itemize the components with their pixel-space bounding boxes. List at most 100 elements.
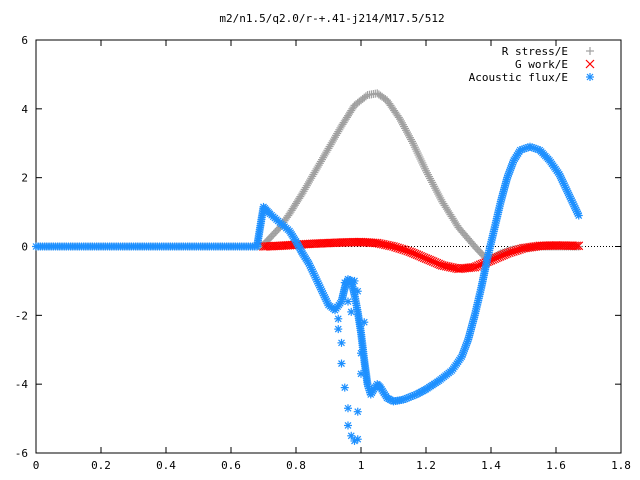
- cross-b: [317, 238, 327, 248]
- cross-b: [414, 251, 424, 260]
- x-tick-label: 0.8: [286, 459, 306, 472]
- cross-b: [309, 239, 319, 249]
- cross-b: [393, 243, 402, 253]
- data-point: [418, 158, 427, 167]
- data-point: [408, 137, 416, 146]
- y-tick-label: 2: [21, 172, 28, 185]
- data-point: [431, 184, 440, 193]
- data-point: [347, 431, 356, 440]
- data-point: [407, 135, 415, 144]
- cross-b: [391, 242, 400, 252]
- star-b: [354, 287, 362, 295]
- cross-b: [417, 252, 427, 262]
- cross-b: [322, 238, 331, 248]
- data-point: [344, 297, 352, 306]
- star-b: [357, 370, 365, 378]
- y-tick-label: -6: [15, 447, 28, 460]
- cross-b: [346, 237, 356, 247]
- data-point: [403, 128, 411, 137]
- cross-b: [541, 241, 551, 251]
- cross-b: [395, 244, 405, 253]
- cross-b: [259, 242, 268, 251]
- data-point: [435, 191, 444, 200]
- star-b: [344, 298, 352, 305]
- cross-b: [423, 254, 433, 264]
- cross-b: [328, 238, 337, 248]
- y-tick-label: -2: [15, 309, 28, 322]
- cross-b: [399, 245, 409, 255]
- data-point: [405, 131, 413, 140]
- cross-b: [389, 242, 398, 251]
- data-point: [572, 241, 582, 251]
- cross-b: [407, 248, 416, 257]
- star-b: [575, 212, 583, 219]
- cross-b: [307, 239, 317, 249]
- cross-b: [405, 247, 415, 257]
- cross-b: [311, 239, 321, 248]
- data-point: [344, 421, 352, 430]
- star-b: [347, 308, 355, 316]
- star-b: [344, 422, 352, 429]
- cross-b: [334, 238, 344, 248]
- cross-b: [434, 259, 444, 269]
- data-point: [340, 278, 349, 287]
- cross-b: [267, 241, 277, 251]
- cross-b: [432, 258, 442, 268]
- star-b: [354, 435, 362, 443]
- star-b: [351, 277, 358, 285]
- cross-b: [326, 238, 335, 248]
- cross-b: [277, 241, 287, 251]
- cross-b: [539, 241, 549, 251]
- cross-b: [401, 245, 411, 255]
- data-point: [436, 193, 445, 202]
- series-star: [32, 142, 583, 445]
- series-plus: [32, 89, 583, 263]
- data-point: [398, 118, 406, 127]
- cross-b: [263, 241, 272, 251]
- cross-b: [570, 241, 580, 251]
- cross-b: [305, 239, 315, 249]
- cross-b: [348, 237, 358, 247]
- data-point: [344, 404, 352, 413]
- cross-b: [387, 241, 396, 251]
- cross-b: [320, 238, 329, 248]
- cross-b: [344, 237, 354, 247]
- star-b: [338, 339, 345, 347]
- cross-b: [410, 249, 420, 259]
- data-point: [414, 151, 423, 160]
- data-point: [353, 407, 362, 416]
- cross-b: [533, 241, 543, 251]
- x-axis-ticks: 0 0.2 0.4 0.6 0.8 1 1.2 1.4 1.6 1.8: [33, 40, 631, 472]
- data-point: [401, 124, 409, 133]
- data-point: [360, 318, 369, 327]
- data-point: [428, 178, 437, 187]
- data-point: [433, 188, 442, 197]
- data-point: [429, 180, 438, 189]
- data-point: [434, 190, 443, 199]
- cross-b: [543, 241, 553, 251]
- cross-b: [336, 238, 346, 247]
- data-point: [361, 92, 370, 101]
- data-point: [399, 120, 407, 129]
- data-point: [337, 359, 346, 368]
- data-point: [353, 287, 362, 296]
- data-point: [404, 129, 412, 138]
- data-point: [409, 141, 418, 150]
- chart-title: m2/n1.5/q2.0/r-+.41-j214/M17.5/512: [219, 12, 444, 25]
- y-axis-ticks: -6 -4 -2 0 2 4 6: [15, 34, 621, 460]
- data-point: [347, 307, 356, 316]
- cross-b: [425, 255, 435, 265]
- data-point: [397, 117, 405, 126]
- data-point: [420, 162, 429, 171]
- star-b: [341, 279, 349, 287]
- data-point: [574, 241, 584, 251]
- star-b: [344, 404, 352, 412]
- legend-marker: [586, 47, 594, 55]
- cross-b: [545, 241, 555, 251]
- data-point: [353, 435, 362, 444]
- data-point: [426, 174, 435, 183]
- data-point: [430, 182, 439, 191]
